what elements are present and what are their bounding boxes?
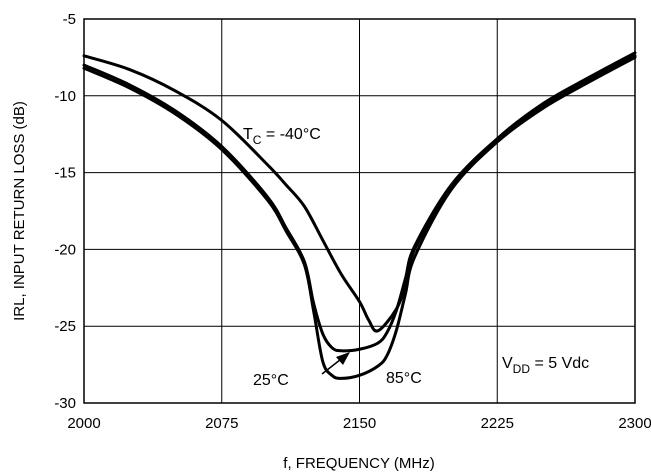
annotation-tc-sub: C [253,133,262,147]
x-tick-label: 2000 [67,415,100,432]
y-tick-label: -10 [54,88,76,105]
annotation-vdd-prefix: V [502,355,513,372]
annotation-vdd: VDD = 5 Vdc [502,355,589,376]
annotation-tc-suffix: = -40°C [261,126,320,143]
annotation-tc-40: TC = -40°C [243,126,321,147]
y-tick-label: -5 [63,11,76,28]
y-tick-label: -15 [54,165,76,182]
annotation-25c-arrowhead [336,352,350,365]
x-axis-label: f, FREQUENCY (MHz) [283,455,434,472]
annotation-vdd-suffix: = 5 Vdc [530,355,589,372]
annotation-tc-prefix: T [243,126,253,143]
y-tick-label: -30 [54,395,76,412]
x-tick-label: 2300 [618,415,651,432]
x-tick-label: 2225 [481,415,514,432]
grid-lines [84,19,635,403]
y-tick-label: -25 [54,318,76,335]
annotation-85c: 85°C [386,370,422,387]
y-tick-label: -20 [54,241,76,258]
x-tick-label: 2150 [343,415,376,432]
y-axis-label: IRL, INPUT RETURN LOSS (dB) [11,101,28,321]
x-tick-label: 2075 [205,415,238,432]
annotation-vdd-sub: DD [513,362,531,376]
annotation-25c: 25°C [253,372,289,389]
